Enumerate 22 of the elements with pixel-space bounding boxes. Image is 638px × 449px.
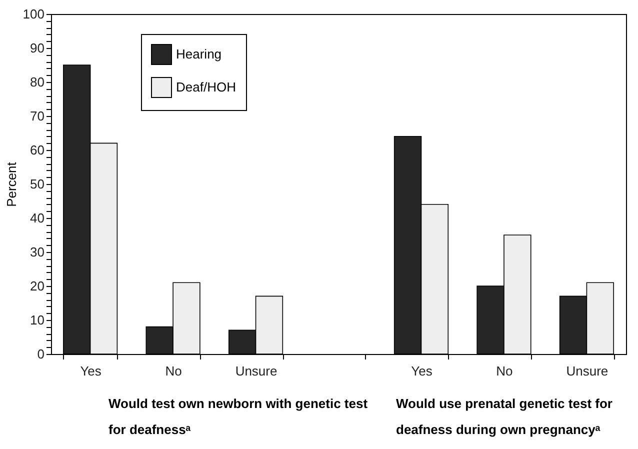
y-tick-label: 10 xyxy=(30,312,44,328)
y-tick-label: 60 xyxy=(30,142,44,158)
x-tick-label: Yes xyxy=(411,364,433,378)
legend-label: Hearing xyxy=(176,46,222,62)
x-tick-label: No xyxy=(165,364,182,378)
y-tick-label: 20 xyxy=(30,278,44,294)
x-tick-label: Unsure xyxy=(566,364,608,378)
y-tick-label: 100 xyxy=(22,6,44,22)
y-tick-label: 80 xyxy=(30,74,44,90)
text: Would test own newborn with genetic test for deafnessᵃ xyxy=(108,396,368,437)
x-tick-label: Unsure xyxy=(235,364,278,378)
x-tick-label: Yes xyxy=(80,364,102,378)
y-axis-title: Percent xyxy=(4,162,19,207)
y-tick-label: 0 xyxy=(37,346,44,362)
y-tick-label: 50 xyxy=(30,176,44,192)
legend-label: Deaf/HOH xyxy=(176,80,236,94)
text: Would use prenatal genetic test for deafness during own pregnancyᵃ xyxy=(396,396,612,437)
y-tick-label: 70 xyxy=(30,108,44,124)
x-tick-label: No xyxy=(496,364,513,378)
y-tick-label: 30 xyxy=(30,244,44,260)
y-tick-label: 90 xyxy=(30,40,44,56)
y-tick-label: 40 xyxy=(30,210,44,226)
